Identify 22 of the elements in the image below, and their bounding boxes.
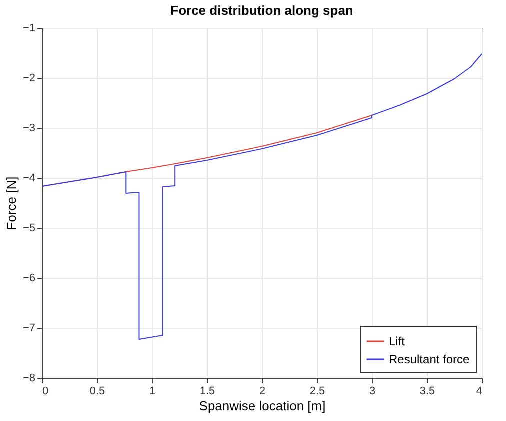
x-axis-title: Spanwise location [m] xyxy=(199,398,326,414)
y-tick-label: −5 xyxy=(22,222,36,234)
y-tick-label: −8 xyxy=(22,372,36,384)
x-tick-label: 1 xyxy=(149,386,156,398)
x-tick-label: 0 xyxy=(42,386,49,398)
x-tick-label: 2.5 xyxy=(310,386,326,398)
x-tick-label: 2 xyxy=(259,386,266,398)
x-tick-label: 1.5 xyxy=(200,386,216,398)
legend-label: Resultant force xyxy=(389,352,470,366)
x-tick-label: 0.5 xyxy=(90,386,106,398)
y-tick-label: −2 xyxy=(22,72,36,84)
y-tick-label: −4 xyxy=(22,172,36,184)
y-axis-title: Force [N] xyxy=(4,176,19,230)
y-tick-label: −7 xyxy=(22,322,36,334)
x-tick-label: 3.5 xyxy=(420,386,436,398)
y-tick-label: −6 xyxy=(22,272,36,284)
y-tick-label: −1 xyxy=(22,22,36,34)
y-tick-label: −3 xyxy=(22,122,36,134)
x-tick-label: 4 xyxy=(476,386,482,398)
chart-title: Force distribution along span xyxy=(170,3,354,18)
legend-label: Lift xyxy=(389,334,406,348)
x-tick-label: 3 xyxy=(369,386,376,398)
